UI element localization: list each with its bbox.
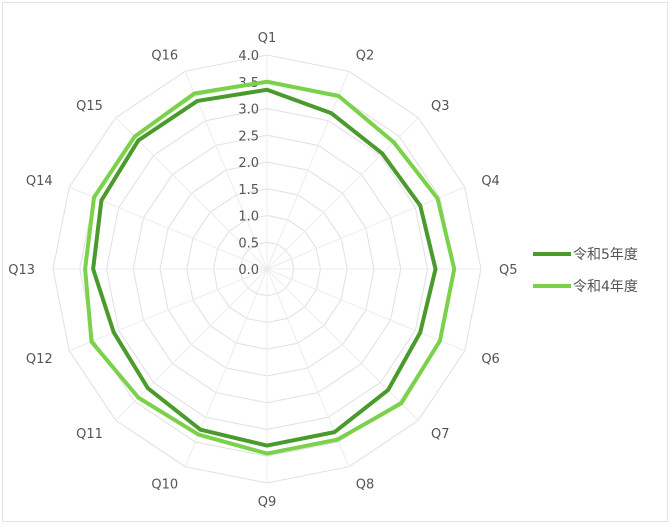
legend-swatch-series-2 <box>533 284 571 288</box>
tick-label-2: 1.0 <box>238 210 259 225</box>
tick-label-0: 0.0 <box>238 263 259 278</box>
tick-label-5: 2.5 <box>238 129 259 144</box>
series-line-2 <box>83 79 457 456</box>
radar-chart: 0.00.51.01.52.02.53.03.54.0 Q1Q2Q3Q4Q5Q6… <box>8 31 517 510</box>
axis-label-q2: Q2 <box>356 49 375 64</box>
axis-labels: Q1 Q2 Q3 Q4 Q5 Q6 Q7 Q8 Q9 Q10 Q11 Q12 Q13 Q14 Q15 Q16 <box>8 31 517 510</box>
series-lines <box>83 79 457 456</box>
spoke-q6 <box>266 268 465 352</box>
axis-label-q5: Q5 <box>499 263 518 278</box>
spoke-q12 <box>69 268 268 352</box>
axis-label-q13: Q13 <box>8 263 35 278</box>
axis-label-q3: Q3 <box>431 99 450 114</box>
spoke-q11 <box>115 268 268 421</box>
axis-label-q6: Q6 <box>481 352 500 367</box>
legend-label-series-2: 令和4年度 <box>573 279 638 295</box>
legend-swatch-series-1 <box>533 252 571 256</box>
tick-label-1: 0.5 <box>238 236 259 251</box>
legend-label-series-1: 令和5年度 <box>573 247 638 263</box>
axis-label-q4: Q4 <box>481 174 500 189</box>
tick-label-6: 3.0 <box>238 103 259 118</box>
spoke-q16 <box>184 71 268 270</box>
spoke-q7 <box>266 268 419 421</box>
tick-label-8: 4.0 <box>238 49 259 64</box>
radar-grid <box>52 54 482 484</box>
spoke-q15 <box>115 117 268 270</box>
legend-item-series-2: 令和4年度 <box>533 275 638 297</box>
axis-label-q7: Q7 <box>431 427 450 442</box>
legend-item-series-1: 令和5年度 <box>533 243 638 265</box>
legend: 令和5年度 令和4年度 <box>533 243 638 307</box>
series-line-1 <box>91 87 438 448</box>
spoke-q4 <box>266 186 465 270</box>
axis-label-q8: Q8 <box>356 477 375 492</box>
axis-label-q10: Q10 <box>151 477 178 492</box>
axis-label-q1: Q1 <box>258 31 277 46</box>
radial-tick-labels: 0.00.51.01.52.02.53.03.54.0 <box>238 49 259 278</box>
axis-label-q12: Q12 <box>26 352 53 367</box>
axis-label-q15: Q15 <box>76 99 103 114</box>
tick-label-3: 1.5 <box>238 183 259 198</box>
axis-label-q16: Q16 <box>151 49 178 64</box>
axis-label-q9: Q9 <box>258 495 277 510</box>
tick-label-4: 2.0 <box>238 156 259 171</box>
axis-label-q11: Q11 <box>76 427 103 442</box>
spoke-q2 <box>266 71 350 270</box>
axis-label-q14: Q14 <box>26 174 53 189</box>
